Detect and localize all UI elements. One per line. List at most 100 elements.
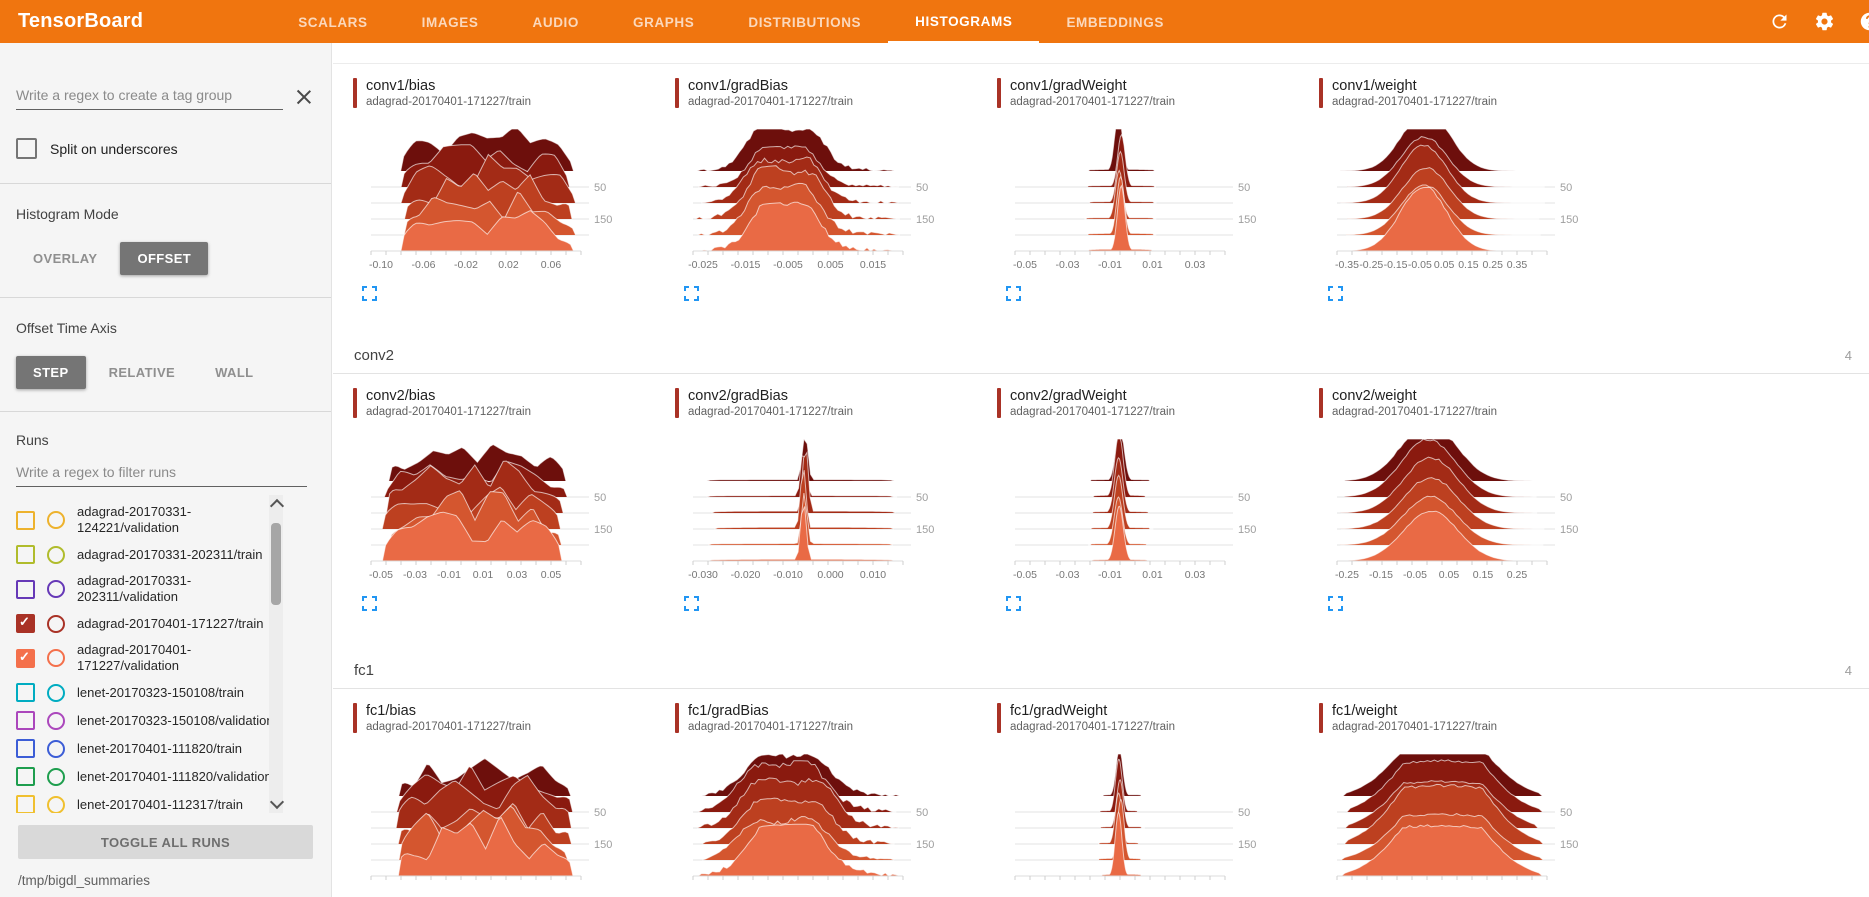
run-checkbox[interactable] xyxy=(16,683,35,702)
run-radio[interactable] xyxy=(47,711,65,730)
histograms-dashboard: conv1 conv1/bias adagrad-20170401-171227… xyxy=(333,43,1869,897)
scroll-up-icon[interactable] xyxy=(269,498,285,514)
expand-icon[interactable] xyxy=(1006,286,1021,301)
clear-tag-regex-icon[interactable] xyxy=(293,86,315,108)
run-checkbox[interactable] xyxy=(16,739,35,758)
run-radio[interactable] xyxy=(47,795,65,813)
svg-text:0.03: 0.03 xyxy=(1185,259,1206,271)
run-radio[interactable] xyxy=(47,767,65,786)
expand-icon[interactable] xyxy=(684,596,699,611)
tag-group-header[interactable]: conv2 4 xyxy=(333,338,1869,374)
run-list-item[interactable]: lenet-20170401-111820/train xyxy=(16,739,296,758)
run-list-item[interactable]: lenet-20170323-150108/train xyxy=(16,683,296,702)
expand-icon[interactable] xyxy=(1328,596,1343,611)
run-checkbox[interactable] xyxy=(16,711,35,730)
svg-text:150: 150 xyxy=(1560,214,1578,226)
toggle-all-runs-button[interactable]: TOGGLE ALL RUNS xyxy=(18,825,313,859)
mode-offset-button[interactable]: OFFSET xyxy=(120,242,209,275)
expand-icon[interactable] xyxy=(362,596,377,611)
svg-text:150: 150 xyxy=(1238,524,1256,536)
run-list-item[interactable]: lenet-20170401-112317/train xyxy=(16,795,296,813)
svg-text:50: 50 xyxy=(916,182,928,194)
card-run-name: adagrad-20170401-171227/train xyxy=(1332,96,1497,108)
svg-text:-0.05: -0.05 xyxy=(1013,259,1037,271)
svg-text:50: 50 xyxy=(916,492,928,504)
expand-icon[interactable] xyxy=(684,286,699,301)
run-checkbox[interactable] xyxy=(16,795,35,813)
svg-text:0.05: 0.05 xyxy=(541,569,562,581)
tab-distributions[interactable]: DISTRIBUTIONS xyxy=(748,15,862,30)
expand-icon[interactable] xyxy=(1006,596,1021,611)
tab-scalars[interactable]: SCALARS xyxy=(298,15,368,30)
run-list-item[interactable]: ✓ adagrad-20170401-171227/train xyxy=(16,614,296,633)
run-label: lenet-20170401-111820/train xyxy=(77,740,243,756)
card-run-name: adagrad-20170401-171227/train xyxy=(688,96,853,108)
svg-text:150: 150 xyxy=(1560,524,1578,536)
tab-embeddings[interactable]: EMBEDDINGS xyxy=(1066,15,1164,30)
svg-text:-0.10: -0.10 xyxy=(369,259,393,271)
run-radio[interactable] xyxy=(47,739,65,758)
scroll-down-icon[interactable] xyxy=(269,794,285,810)
svg-text:-0.35: -0.35 xyxy=(1335,259,1359,271)
runs-title: Runs xyxy=(16,432,49,448)
run-radio[interactable] xyxy=(47,649,65,667)
svg-text:-0.06: -0.06 xyxy=(412,259,436,271)
help-icon[interactable] xyxy=(1859,11,1869,32)
tab-graphs[interactable]: GRAPHS xyxy=(633,15,695,30)
run-list-item[interactable]: adagrad-20170331-124221/validation xyxy=(16,504,296,536)
refresh-icon[interactable] xyxy=(1769,11,1790,32)
card-run-name: adagrad-20170401-171227/train xyxy=(1010,406,1175,418)
run-radio[interactable] xyxy=(47,580,65,598)
tab-images[interactable]: IMAGES xyxy=(421,15,479,30)
svg-text:0.01: 0.01 xyxy=(473,569,494,581)
axis-step-button[interactable]: STEP xyxy=(16,356,86,389)
scrollbar-thumb[interactable] xyxy=(271,523,281,605)
run-list-scrollbar[interactable] xyxy=(269,495,285,813)
run-list-item[interactable]: lenet-20170323-150108/validation xyxy=(16,711,296,730)
runs-filter-input[interactable] xyxy=(16,462,307,487)
run-checkbox[interactable] xyxy=(16,510,35,530)
run-list-item[interactable]: ✓ adagrad-20170401-171227/validation xyxy=(16,642,296,674)
histogram-card: fc1/bias adagrad-20170401-171227/train 5… xyxy=(353,703,675,897)
tab-histograms[interactable]: HISTOGRAMS xyxy=(888,0,1040,43)
run-radio[interactable] xyxy=(47,614,65,633)
run-label: adagrad-20170331-202311/validation xyxy=(77,573,192,604)
mode-overlay-button[interactable]: OVERLAY xyxy=(16,242,114,275)
svg-text:0.35: 0.35 xyxy=(1507,259,1528,271)
run-checkbox[interactable] xyxy=(16,767,35,786)
run-radio[interactable] xyxy=(47,683,65,702)
run-list-item[interactable]: adagrad-20170331-202311/validation xyxy=(16,573,296,605)
expand-icon[interactable] xyxy=(362,286,377,301)
offset-time-axis-buttons: STEP RELATIVE WALL xyxy=(16,356,315,411)
tab-audio[interactable]: AUDIO xyxy=(532,15,579,30)
tag-regex-input[interactable] xyxy=(16,83,283,110)
svg-text:150: 150 xyxy=(916,839,934,851)
run-checkbox[interactable]: ✓ xyxy=(16,648,35,668)
axis-relative-button[interactable]: RELATIVE xyxy=(92,356,193,389)
checkbox-box[interactable] xyxy=(16,138,37,159)
expand-icon[interactable] xyxy=(1328,286,1343,301)
card-title: fc1/bias xyxy=(366,703,416,719)
run-checkbox[interactable]: ✓ xyxy=(16,614,35,633)
histogram-chart: 50 150 xyxy=(1014,753,1256,880)
run-list-item[interactable]: lenet-20170401-111820/validation xyxy=(16,767,296,786)
tag-group-header[interactable]: fc1 4 xyxy=(333,653,1869,689)
run-label: adagrad-20170331-124221/validation xyxy=(77,504,192,535)
split-underscores-checkbox[interactable]: Split on underscores xyxy=(16,138,315,159)
run-list-item[interactable]: adagrad-20170331-202311/train xyxy=(16,545,296,564)
svg-text:-0.005: -0.005 xyxy=(773,259,803,271)
run-radio[interactable] xyxy=(47,545,65,564)
svg-text:-0.03: -0.03 xyxy=(403,569,427,581)
svg-text:50: 50 xyxy=(1238,182,1250,194)
tag-group-name: conv2 xyxy=(354,347,395,364)
svg-text:-0.025: -0.025 xyxy=(688,259,718,271)
header-icons xyxy=(1769,0,1869,43)
svg-text:0.005: 0.005 xyxy=(817,259,843,271)
run-checkbox[interactable] xyxy=(16,579,35,599)
axis-wall-button[interactable]: WALL xyxy=(198,356,270,389)
histogram-chart: 50 150 -0.25 -0.15 -0.05 0.05 0.15 0.25 xyxy=(1335,438,1578,581)
settings-icon[interactable] xyxy=(1814,11,1835,32)
run-radio[interactable] xyxy=(47,511,65,529)
svg-text:-0.05: -0.05 xyxy=(369,569,393,581)
run-checkbox[interactable] xyxy=(16,545,35,564)
